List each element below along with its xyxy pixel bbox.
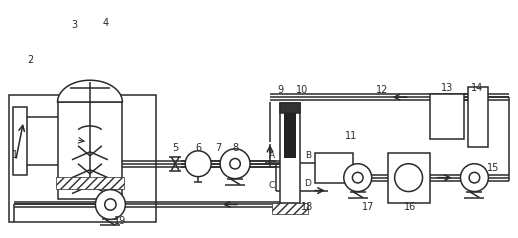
Text: 16: 16 [404,203,416,213]
Text: 6: 6 [195,143,201,153]
Circle shape [469,172,480,183]
Bar [429,94,465,139]
Bar [387,153,429,203]
Text: 12: 12 [376,85,388,95]
Text: 15: 15 [487,163,499,173]
Text: 18: 18 [301,203,313,213]
Text: 17: 17 [362,203,374,213]
Text: 9: 9 [277,85,283,95]
Text: 14: 14 [471,83,483,93]
Bar [280,103,300,113]
Text: 1: 1 [11,150,18,160]
Bar [315,153,353,183]
Text: C: C [269,181,275,190]
Circle shape [461,164,488,192]
Text: 11: 11 [344,131,357,141]
Text: A: A [269,151,275,160]
Text: D: D [305,179,311,188]
Circle shape [230,159,240,169]
Bar [272,203,308,214]
Text: 8: 8 [232,143,238,153]
Text: 5: 5 [172,143,178,153]
Circle shape [105,199,116,210]
Circle shape [395,164,423,192]
Text: 7: 7 [215,143,221,153]
Text: 3: 3 [71,20,78,30]
Text: 19: 19 [114,216,126,226]
Circle shape [352,172,363,183]
Bar [468,87,488,147]
Polygon shape [57,80,122,102]
Circle shape [95,190,125,219]
Bar [9,95,156,222]
Text: 4: 4 [103,18,108,28]
Circle shape [344,164,372,192]
Circle shape [185,151,211,177]
Bar [55,177,124,188]
Bar [57,102,122,198]
Bar [12,107,26,175]
Text: B: B [305,151,311,160]
Text: 2: 2 [27,55,34,65]
Bar [284,113,296,158]
Circle shape [220,149,250,179]
Bar [280,103,300,203]
Text: 10: 10 [296,85,308,95]
Text: 13: 13 [441,83,454,93]
